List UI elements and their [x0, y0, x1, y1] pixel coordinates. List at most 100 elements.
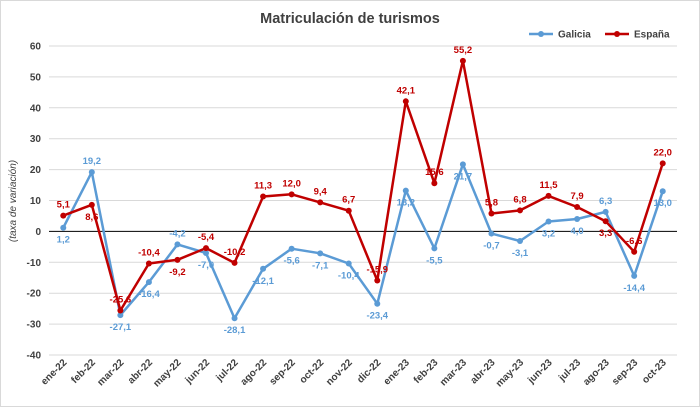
data-point	[517, 237, 523, 244]
x-tick-label: feb-22	[69, 357, 98, 386]
data-label-espana: 22,0	[653, 147, 672, 158]
x-tick-label: ene-22	[39, 357, 69, 387]
data-point	[659, 188, 666, 195]
data-label-espana: 5,8	[485, 197, 498, 208]
y-tick-label: -40	[27, 351, 42, 362]
y-tick-label: -10	[27, 258, 42, 269]
data-label-galicia: 4,0	[570, 226, 583, 237]
data-point	[117, 307, 124, 314]
data-point	[288, 245, 295, 252]
data-point	[260, 265, 267, 272]
x-tick-label: ago-23	[581, 357, 612, 388]
data-point	[459, 57, 466, 64]
x-tick-label: jun-22	[183, 357, 213, 387]
data-point	[88, 201, 95, 208]
data-label-espana: -15,9	[366, 265, 388, 276]
legend-marker	[538, 31, 544, 37]
x-tick-label: may-23	[494, 357, 526, 389]
data-label-galicia: 21,7	[454, 171, 473, 182]
data-label-galicia: -23,4	[366, 311, 388, 322]
data-label-espana: 12,0	[282, 178, 301, 189]
data-label-espana: 11,5	[540, 180, 559, 191]
x-tick-label: mar-22	[96, 357, 127, 388]
legend: Galicia España	[529, 30, 670, 41]
data-label-espana: 7,9	[570, 191, 583, 202]
data-label-espana: 15,6	[425, 167, 444, 178]
data-point	[231, 315, 238, 322]
data-point	[431, 245, 438, 252]
x-tick-label: ene-23	[382, 357, 412, 387]
x-tick-label: oct-23	[640, 357, 669, 386]
y-tick-label: 50	[30, 72, 42, 83]
data-label-galicia: 3,2	[542, 229, 555, 240]
data-point	[317, 250, 324, 257]
data-point	[602, 218, 609, 225]
data-point	[231, 259, 238, 266]
data-point	[60, 224, 67, 231]
y-axis-label: (taxa de variación)	[8, 160, 19, 242]
y-tick-label: 30	[30, 134, 42, 145]
data-label-espana: 9,4	[314, 186, 328, 197]
x-tick-label: ago-22	[239, 357, 270, 388]
data-label-galicia: -3,1	[512, 248, 529, 259]
data-point	[203, 245, 209, 252]
x-tick-label: dic-22	[355, 357, 384, 386]
data-label-espana: -25,6	[110, 295, 132, 306]
x-tick-label: mar-23	[438, 357, 469, 388]
data-label-galicia: -14,4	[623, 283, 645, 294]
data-label-espana: -5,4	[198, 232, 215, 243]
data-label-espana: 55,2	[454, 45, 473, 56]
data-label-espana: -9,2	[169, 267, 185, 278]
data-point	[459, 161, 466, 168]
data-label-galicia: -5,6	[283, 256, 299, 267]
data-label-galicia: -27,1	[110, 322, 132, 333]
data-point	[345, 260, 352, 267]
data-labels: 1,2 5,1 19,2 8,6 -27,1 -25,6 -16,4 -10,4 -4,2 -9,…	[57, 45, 672, 336]
x-tick-label: sep-22	[268, 357, 298, 387]
data-point	[631, 248, 638, 255]
data-point	[345, 207, 352, 214]
data-label-espana: -10,4	[138, 248, 160, 259]
data-point	[631, 272, 638, 279]
y-tick-label: -20	[27, 289, 42, 300]
data-label-galicia: -4,2	[169, 228, 185, 239]
data-label-galicia: 6,3	[599, 196, 612, 207]
data-point	[260, 193, 267, 200]
data-point	[145, 279, 152, 286]
data-point	[488, 210, 495, 217]
data-point	[174, 256, 181, 263]
series-line-galicia	[62, 163, 664, 320]
data-label-galicia: -7,1	[312, 260, 329, 271]
data-label-galicia: -28,1	[224, 325, 246, 336]
data-point	[203, 250, 209, 257]
x-tick-label: may-22	[151, 357, 183, 389]
data-point	[659, 160, 666, 167]
legend-label: España	[634, 30, 670, 41]
legend-label: Galicia	[558, 30, 591, 41]
data-point	[288, 191, 295, 198]
data-label-galicia: -10,4	[338, 271, 360, 282]
data-label-espana: 6,8	[513, 194, 526, 205]
series-line-españa	[62, 59, 664, 312]
y-tick-label: -30	[27, 320, 42, 331]
data-point	[602, 208, 609, 215]
series-lines	[60, 57, 666, 322]
data-point	[174, 241, 181, 248]
data-point	[117, 312, 124, 319]
data-label-espana: 8,6	[85, 212, 98, 223]
x-tick-label: oct-22	[298, 357, 327, 386]
data-label-galicia: 13,0	[653, 198, 672, 209]
data-point	[374, 300, 381, 307]
data-label-espana: 6,7	[342, 195, 355, 206]
y-tick-label: 40	[30, 103, 42, 114]
data-label-espana: 5,1	[57, 200, 71, 211]
y-tick-label: 0	[35, 227, 41, 238]
y-axis-tick-labels: -40 -30 -20 -10 0 10 20 30 40 50 60	[27, 42, 42, 362]
data-point	[402, 98, 409, 105]
x-tick-label: jul-22	[214, 357, 241, 384]
data-point	[88, 169, 95, 176]
data-point	[431, 180, 438, 187]
data-point	[317, 199, 324, 206]
